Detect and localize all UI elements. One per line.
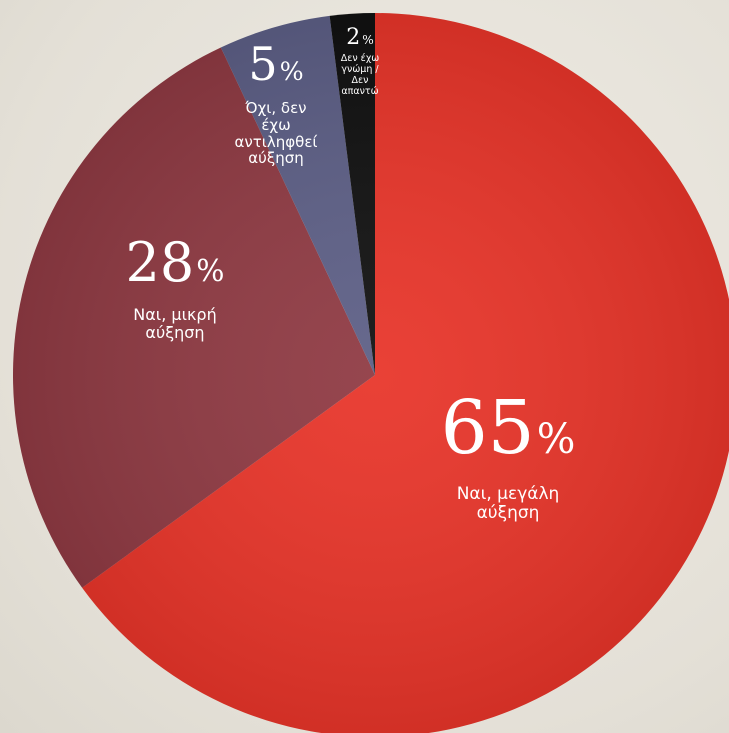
data-label-no-opinion-value: 2% [346, 25, 374, 50]
slice-label-no-opinion: 2% Δεν έχω γνώμη / Δεν απαντώ [328, 25, 392, 98]
slice-label-large-increase: 65% Ναι, μεγάλη αύξηση [408, 388, 608, 523]
data-label-no-increase-value: 5% [248, 37, 304, 91]
slice-label-small-increase: 28% Ναι, μικρή αύξηση [95, 233, 255, 342]
data-label-small-increase-text: Ναι, μικρή αύξηση [133, 305, 217, 342]
data-label-small-increase-value: 28% [125, 231, 225, 294]
data-label-large-increase-value: 65% [440, 385, 576, 471]
data-label-no-opinion-text: Δεν έχω γνώμη / Δεν απαντώ [340, 53, 380, 97]
data-label-no-increase-text: Όχι, δεν έχω αντιληφθεί αύξηση [234, 99, 318, 168]
data-label-large-increase-text: Ναι, μεγάλη αύξηση [456, 484, 560, 524]
slice-label-no-increase: 5% Όχι, δεν έχω αντιληφθεί αύξηση [206, 38, 346, 167]
